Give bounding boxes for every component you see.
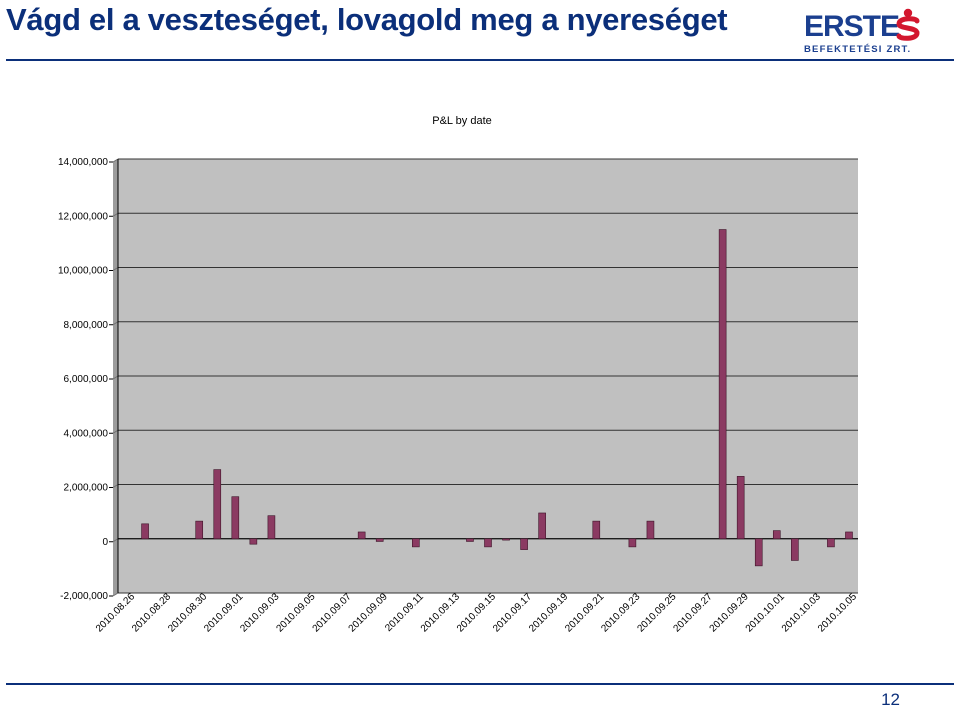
bar-2010.08.31	[213, 469, 222, 540]
bar-2010.09.29	[736, 476, 745, 540]
page-number: 12	[881, 690, 900, 709]
plot-area: -2,000,000 0 2,000,000 4,000,000 6,000,000 8,…	[58, 157, 859, 635]
gridline-wall	[112, 321, 119, 326]
gridline-wall	[112, 158, 119, 163]
gridline-wall	[112, 538, 119, 543]
bar-2010.09.14	[466, 538, 474, 542]
y-tick-label: 12,000,000	[58, 211, 108, 222]
gridline-wall	[112, 592, 119, 597]
bar-2010.09.03	[267, 515, 276, 540]
bar-2010.09.18	[538, 512, 546, 540]
bar-2010.08.30	[195, 520, 204, 540]
bar-2010.09.02	[249, 538, 258, 545]
pl-by-date-chart: P&L by date -2,000,000 0 2,000,000 4,000,00…	[58, 115, 859, 635]
y-tick-label: 6,000,000	[64, 374, 109, 385]
bar-2010.09.09	[375, 538, 384, 542]
gridline-wall	[112, 484, 119, 488]
bar-2010.10.01	[772, 530, 781, 540]
y-tick-label: -2,000,000	[60, 591, 108, 602]
gridline-wall	[112, 375, 119, 380]
y-tick-label: 4,000,000	[64, 428, 109, 439]
gridline-wall	[112, 429, 119, 434]
erste-s-mark-icon	[896, 8, 920, 41]
bar-2010.09.24	[646, 520, 655, 540]
bar-2010.08.27	[141, 523, 149, 540]
y-tick-label: 14,000,000	[58, 157, 108, 168]
bar-2010.10.04	[827, 538, 835, 548]
footer-divider	[6, 683, 954, 685]
erste-logo: ERSTE BEFEKTETÉSI ZRT.	[802, 6, 922, 58]
bar-2010.09.11	[412, 538, 420, 548]
bar-2010.09.01	[231, 496, 240, 540]
bar-2010.09.28	[718, 229, 727, 540]
bar-2010.09.16	[502, 538, 510, 541]
y-tick-label: 0	[102, 537, 108, 548]
bar-2010.10.05	[845, 531, 853, 540]
slide-title: Vágd el a veszteséget, lovagold meg a ny…	[6, 2, 728, 37]
y-tick-label: 2,000,000	[64, 483, 109, 494]
x-tick-label: 2010.09.09	[347, 591, 390, 634]
bar-2010.09.23	[628, 538, 637, 548]
bar-2010.09.15	[484, 538, 492, 548]
y-tick-label: 10,000,000	[58, 266, 108, 277]
bar-2010.09.17	[520, 538, 528, 550]
bar-2010.09.08	[357, 531, 366, 540]
logo-subtitle: BEFEKTETÉSI ZRT.	[804, 44, 912, 55]
bar-2010.09.21	[592, 520, 601, 540]
logo-wordmark: ERSTE	[804, 10, 900, 43]
y-tick-label: 8,000,000	[64, 320, 109, 331]
title-divider	[6, 59, 954, 61]
gridline-wall	[112, 267, 119, 271]
bar-2010.10.02	[791, 538, 799, 561]
x-tick-label: 2010.10.05	[816, 591, 859, 634]
chart-title: P&L by date	[432, 115, 492, 127]
bar-2010.09.30	[754, 538, 763, 567]
gridline-wall	[112, 212, 119, 217]
